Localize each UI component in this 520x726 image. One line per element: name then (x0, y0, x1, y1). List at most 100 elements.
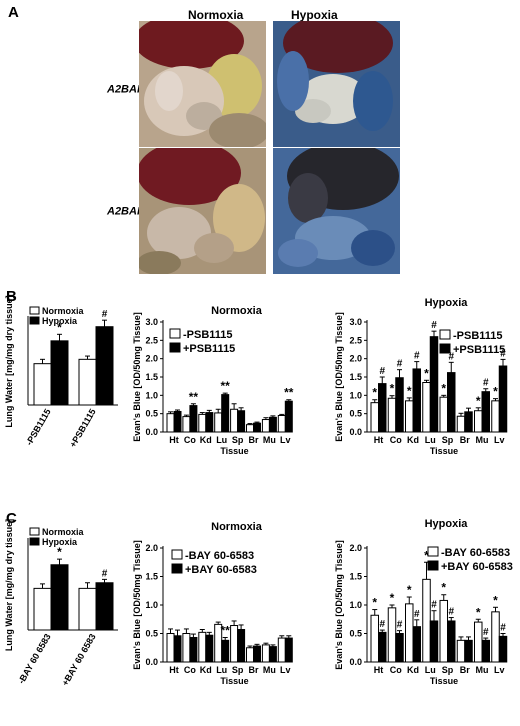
legend-swatch (29, 306, 40, 315)
significance-marker: ** (221, 623, 231, 637)
bar-open (261, 644, 270, 663)
significance-marker: * (407, 384, 412, 398)
bar-filled (95, 326, 114, 406)
x-tick-label: Lu (216, 435, 227, 445)
x-tick-label: Lu (425, 665, 436, 675)
significance-marker: # (414, 351, 420, 362)
significance-marker: # (102, 568, 108, 579)
bar-filled (268, 416, 277, 433)
bar-filled (395, 377, 404, 433)
significance-marker: # (500, 623, 506, 634)
chart-title: Hypoxia (425, 297, 469, 309)
bar-filled (50, 340, 69, 406)
chart-title: Normoxia (211, 305, 263, 317)
significance-marker: # (500, 348, 506, 359)
significance-marker: # (483, 378, 489, 389)
legend-label: +PSB1115 (453, 344, 505, 356)
bar-open (474, 410, 483, 433)
x-tick-label: Kd (200, 665, 212, 675)
significance-marker: * (407, 583, 412, 597)
significance-marker: # (414, 609, 420, 620)
y-axis-label: Evan's Blue [OD/50mg Tissue] (132, 312, 142, 442)
y-axis-label: Evan's Blue [OD/50mg Tissue] (334, 540, 344, 670)
legend-label: -PSB1115 (183, 329, 233, 341)
bar-filled (173, 635, 182, 663)
y-tick-label: 0.5 (145, 629, 158, 639)
x-tick-label: Kd (407, 665, 419, 675)
bar-open (198, 413, 207, 433)
bar-filled (429, 336, 439, 433)
y-tick-label: 1.0 (349, 390, 362, 400)
legend-swatch (29, 537, 40, 546)
significance-marker: * (441, 381, 446, 395)
x-tick-label: Ht (169, 435, 179, 445)
x-tick-label: Ht (169, 665, 179, 675)
significance-marker: * (476, 605, 481, 619)
x-tick-label: -PSB1115 (24, 407, 53, 447)
bar-filled (253, 422, 261, 433)
bar-filled (447, 620, 456, 663)
bar-open (370, 402, 379, 433)
bar-filled (173, 410, 182, 433)
x-tick-label: Mu (263, 435, 276, 445)
legend-swatch (169, 342, 181, 353)
bar-filled (205, 412, 214, 433)
bar-open (491, 611, 500, 663)
bar-filled (481, 391, 490, 433)
y-tick-label: 0.0 (145, 427, 158, 437)
x-tick-label: +BAY 60 6583 (60, 632, 98, 688)
y-tick-label: 1.0 (145, 390, 158, 400)
bar-filled (447, 372, 456, 433)
significance-marker: * (493, 593, 498, 607)
y-tick-label: 2.5 (349, 335, 362, 345)
bar-open (277, 415, 286, 433)
bar-filled (189, 636, 198, 663)
bar-open (166, 633, 175, 663)
bar-open (33, 363, 52, 406)
bar-filled (498, 365, 508, 433)
panel-b-letter: B (6, 288, 17, 305)
x-axis-label: Tissue (220, 676, 248, 686)
significance-marker: # (379, 366, 385, 377)
x-tick-label: Lv (494, 665, 505, 675)
bar-open (405, 400, 414, 433)
bar-open (214, 412, 223, 433)
significance-marker: # (379, 619, 385, 630)
significance-marker: * (476, 394, 481, 408)
bar-open (439, 599, 448, 663)
bar-filled (429, 620, 439, 663)
legend-label: Hypoxia (42, 316, 78, 326)
bar-filled (95, 582, 114, 631)
bar-open (182, 633, 191, 663)
y-tick-label: 1.5 (349, 572, 362, 582)
bar-open (78, 358, 97, 406)
significance-marker: * (390, 382, 395, 396)
x-axis-label: Tissue (430, 446, 458, 456)
x-tick-label: Mu (476, 665, 489, 675)
bar-open (182, 416, 191, 433)
significance-marker: # (397, 359, 403, 370)
bar-open (439, 396, 448, 433)
y-tick-label: 1.5 (145, 572, 158, 582)
significance-marker: # (483, 627, 489, 638)
bar-open (246, 424, 254, 433)
x-axis-label: Tissue (220, 446, 248, 456)
legend-swatch (439, 343, 451, 354)
bar-open (166, 413, 175, 433)
significance-marker: ** (221, 379, 231, 393)
legend-label: +BAY 60-6583 (441, 561, 513, 573)
legend-swatch (171, 563, 183, 574)
y-tick-label: 0.0 (145, 657, 158, 667)
x-tick-label: Br (460, 665, 470, 675)
bar-open (387, 607, 397, 663)
y-tick-label: 2.5 (145, 335, 158, 345)
bar-open (405, 603, 414, 663)
significance-marker: * (424, 548, 429, 562)
significance-marker: # (448, 607, 454, 618)
bar-filled (189, 405, 198, 433)
panel-c-letter: C (6, 510, 17, 527)
bar-open (198, 631, 207, 663)
y-tick-label: 0.0 (349, 657, 362, 667)
legend-swatch (29, 527, 40, 536)
